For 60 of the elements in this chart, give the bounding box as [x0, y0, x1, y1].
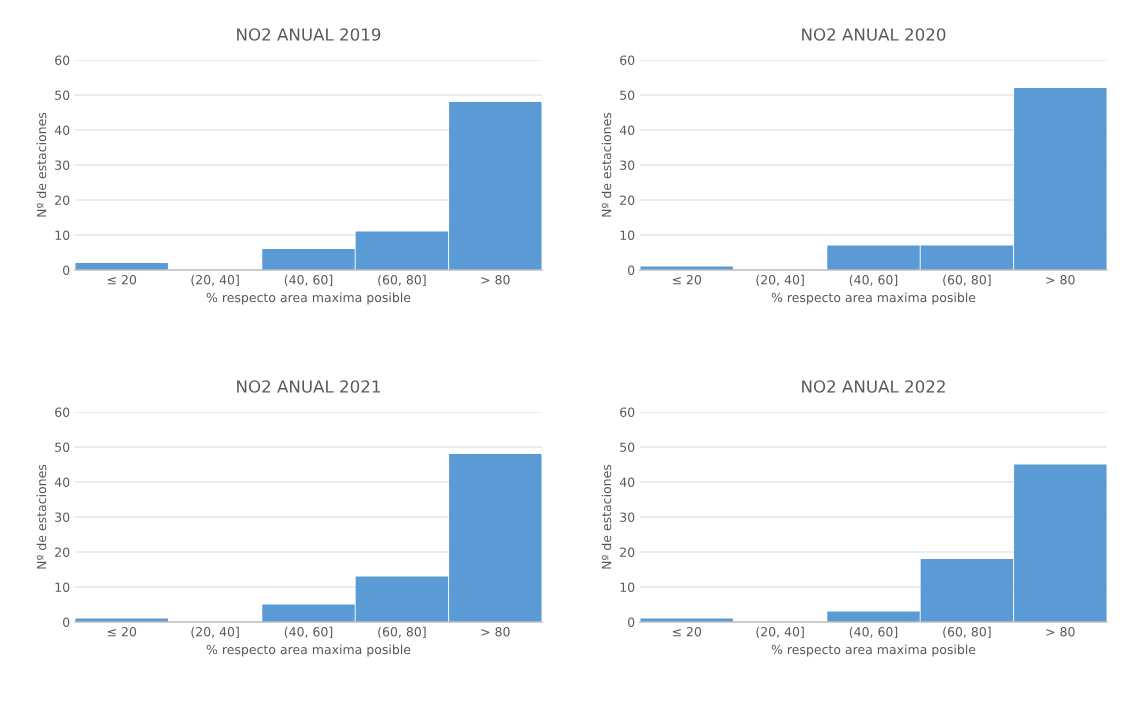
y-axis-title: Nº de estaciones — [601, 112, 612, 217]
y-tick-label: 30 — [55, 512, 70, 522]
x-axis-title: % respecto area maxima posible — [206, 644, 411, 657]
x-tick-label: (20, 40] — [191, 626, 239, 639]
y-tick-label: 40 — [54, 477, 70, 487]
y-axis-title: Nº de estaciones — [601, 464, 612, 569]
x-tick-label: (40, 60] — [284, 274, 333, 287]
y-tick-label: 60 — [55, 407, 70, 417]
x-axis-title: % respecto area maxima posible — [771, 644, 976, 657]
y-tick-label: 50 — [55, 90, 70, 100]
y-tick-label: 0 — [628, 265, 635, 275]
y-tick-label: 10 — [55, 230, 70, 240]
y-tick-label: 10 — [620, 582, 635, 592]
x-tick-label: (60, 80] — [943, 626, 991, 639]
chart-title: NO2 ANUAL 2020 — [802, 28, 946, 41]
y-axis-title: Nº de estaciones — [36, 112, 47, 217]
y-tick-label: 50 — [55, 442, 70, 452]
y-tick-label: 20 — [620, 547, 635, 557]
y-tick-label: 0 — [63, 617, 70, 627]
x-tick-label: > 80 — [1046, 275, 1075, 285]
x-tick-label: (40, 60] — [849, 274, 898, 287]
chart-title: NO2 ANUAL 2021 — [237, 380, 380, 393]
x-axis-title: % respecto area maxima posible — [206, 292, 411, 305]
chart-title: NO2 ANUAL 2019 — [237, 28, 381, 41]
x-tick-label: > 80 — [1046, 627, 1075, 637]
y-tick-label: 50 — [620, 442, 635, 452]
x-tick-label: ≤ 20 — [107, 627, 137, 637]
x-tick-label: (60, 80] — [378, 626, 426, 639]
x-tick-label: (40, 60] — [284, 626, 333, 639]
x-axis-title: % respecto area maxima posible — [771, 292, 976, 305]
x-tick-label: > 80 — [481, 627, 510, 637]
x-tick-label: (20, 40] — [191, 274, 239, 287]
y-tick-label: 0 — [63, 265, 70, 275]
y-tick-label: 50 — [620, 90, 635, 100]
y-tick-label: 20 — [55, 195, 70, 205]
y-tick-label: 30 — [620, 160, 635, 170]
x-tick-label: (60, 80] — [943, 274, 991, 287]
x-tick-label: (20, 40] — [756, 274, 804, 287]
x-tick-label: > 80 — [481, 275, 510, 285]
x-tick-label: (20, 40] — [756, 626, 804, 639]
y-tick-label: 30 — [620, 512, 635, 522]
x-tick-label: ≤ 20 — [672, 275, 702, 285]
x-tick-label: ≤ 20 — [107, 275, 137, 285]
y-tick-label: 40 — [619, 477, 635, 487]
chart-title: NO2 ANUAL 2022 — [802, 380, 945, 393]
y-tick-label: 20 — [620, 195, 635, 205]
y-tick-label: 60 — [620, 407, 635, 417]
x-tick-label: (60, 80] — [378, 274, 426, 287]
y-tick-label: 20 — [55, 547, 70, 557]
y-tick-label: 60 — [620, 55, 635, 65]
y-axis-title: Nº de estaciones — [36, 464, 47, 569]
x-tick-label: ≤ 20 — [672, 627, 702, 637]
y-tick-label: 30 — [55, 160, 70, 170]
y-tick-label: 40 — [619, 125, 635, 135]
y-tick-label: 0 — [628, 617, 635, 627]
y-tick-label: 60 — [55, 55, 70, 65]
y-tick-label: 10 — [55, 582, 70, 592]
y-tick-label: 40 — [54, 125, 70, 135]
x-tick-label: (40, 60] — [849, 626, 898, 639]
y-tick-label: 10 — [620, 230, 635, 240]
